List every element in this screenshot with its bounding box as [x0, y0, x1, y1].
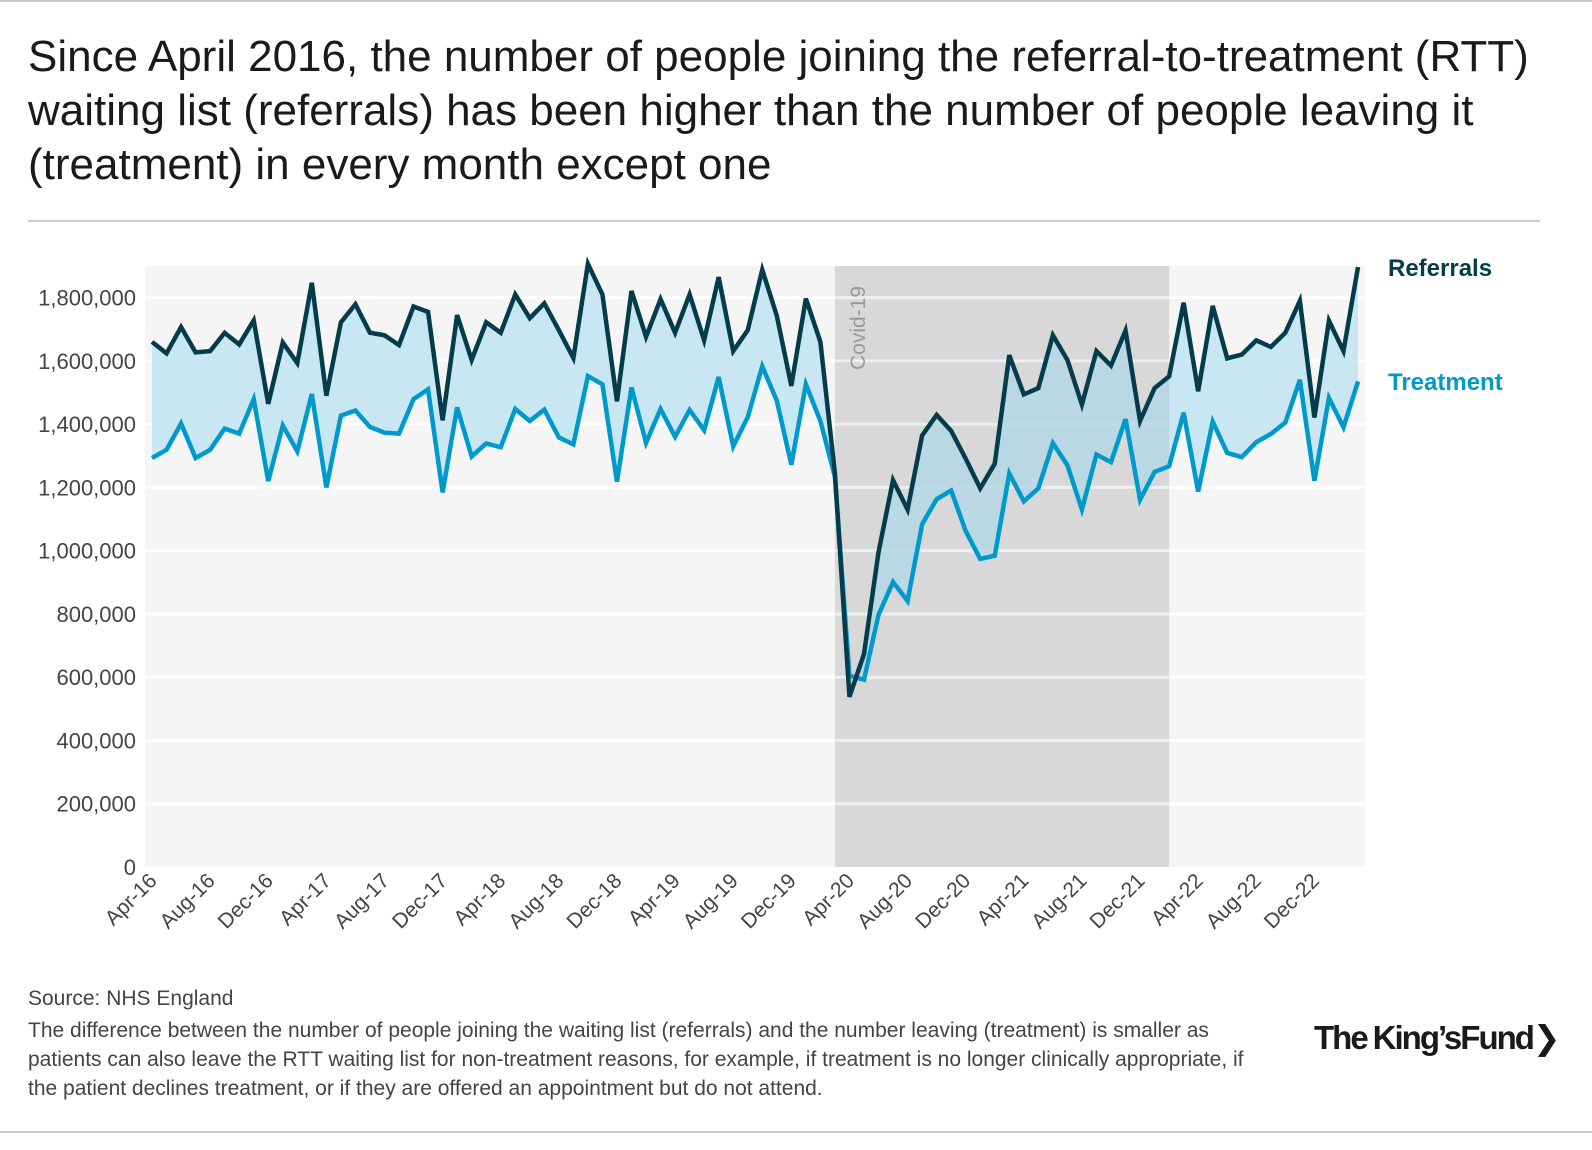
- y-tick-label: 1,600,000: [38, 349, 136, 374]
- x-tick-label: Apr-19: [624, 869, 685, 930]
- y-tick-label: 800,000: [56, 602, 136, 627]
- x-tick-label: Aug-22: [1202, 869, 1266, 933]
- source-text: Source: NHS England: [28, 987, 234, 1010]
- y-tick-label: 400,000: [56, 728, 136, 753]
- x-tick-label: Aug-20: [853, 869, 917, 933]
- title-divider: [28, 220, 1540, 222]
- x-tick-label: Apr-17: [275, 869, 336, 930]
- x-tick-label: Aug-21: [1027, 869, 1091, 933]
- x-tick-label: Dec-16: [214, 869, 278, 933]
- kings-fund-logo: The King’sFund❯: [1314, 1019, 1561, 1056]
- top-border: [0, 0, 1592, 2]
- x-tick-label: Aug-19: [679, 869, 743, 933]
- x-tick-label: Dec-20: [911, 869, 975, 933]
- x-tick-label: Apr-18: [449, 869, 510, 930]
- x-tick-label: Aug-16: [156, 869, 220, 933]
- y-tick-label: 1,000,000: [38, 539, 136, 564]
- x-tick-label: Apr-20: [798, 869, 859, 930]
- x-tick-label: Apr-22: [1147, 869, 1208, 930]
- x-tick-label: Dec-18: [562, 869, 626, 933]
- x-tick-label: Dec-17: [388, 869, 452, 933]
- covid-annotation-label: Covid-19: [847, 286, 870, 370]
- y-tick-label: 0: [124, 855, 136, 880]
- covid-band-overlay: [834, 266, 1170, 867]
- legend-label-referrals: Referrals: [1388, 255, 1492, 282]
- y-tick-label: 600,000: [56, 665, 136, 690]
- x-tick-label: Aug-17: [330, 869, 394, 933]
- x-tick-label: Dec-22: [1260, 869, 1324, 933]
- legend-label-treatment: Treatment: [1388, 369, 1503, 396]
- chart-title: Since April 2016, the number of people j…: [28, 32, 1529, 189]
- series-line-referrals: [150, 256, 1361, 698]
- y-tick-label: 200,000: [56, 792, 136, 817]
- x-tick-label: Dec-19: [737, 869, 801, 933]
- x-tick-label: Aug-18: [504, 869, 568, 933]
- y-tick-label: 1,200,000: [38, 475, 136, 500]
- series-line-treatment: [150, 359, 1361, 683]
- line-chart: 0 200,000 400,000 600,000 800,000 1,000,000 1,…: [38, 255, 1503, 933]
- footnote-text: The difference between the number of peo…: [28, 1019, 1244, 1100]
- y-tick-label: 1,800,000: [38, 286, 136, 311]
- x-tick-label: Dec-21: [1085, 869, 1149, 933]
- y-tick-label: 1,400,000: [38, 412, 136, 437]
- x-tick-label: Apr-21: [973, 869, 1034, 930]
- bottom-border: [0, 1131, 1592, 1133]
- difference-area: [152, 263, 1358, 697]
